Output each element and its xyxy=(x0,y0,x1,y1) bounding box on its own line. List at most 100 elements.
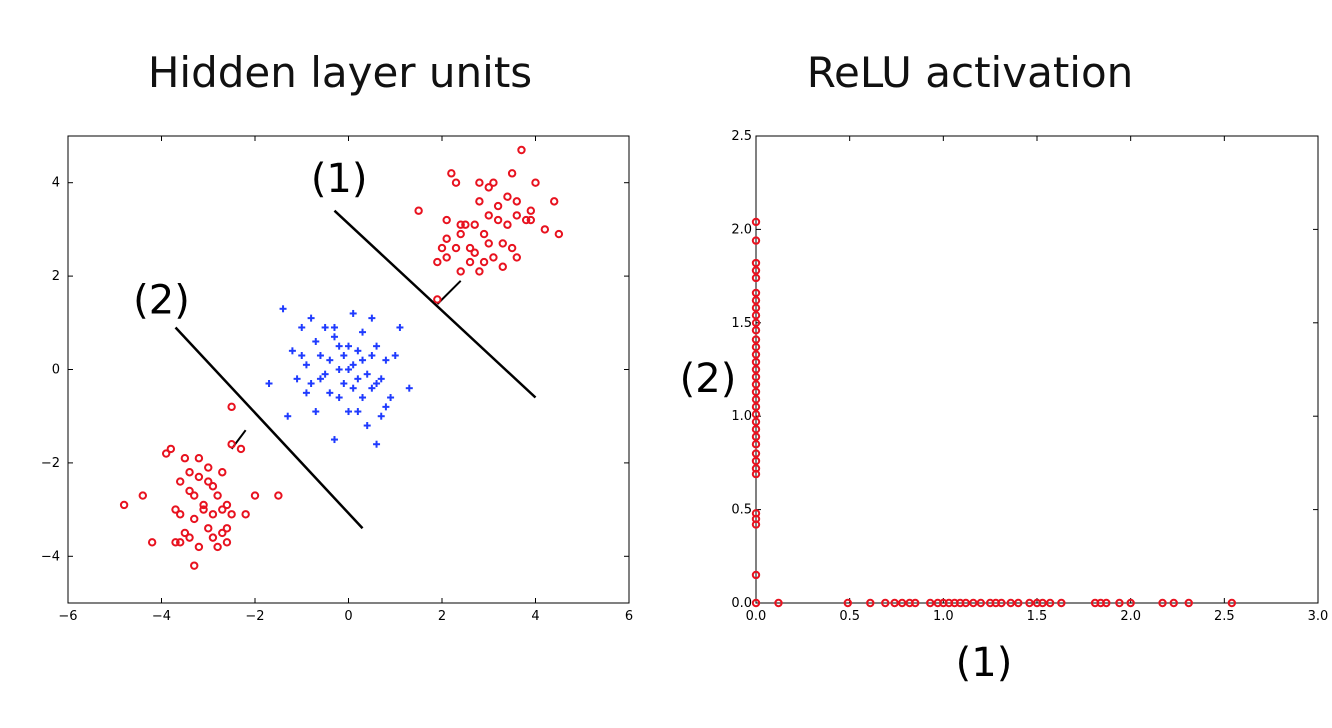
data-point xyxy=(354,375,362,383)
x-tick-label: 2.5 xyxy=(1214,609,1235,624)
data-point xyxy=(185,533,194,542)
data-point xyxy=(222,500,232,510)
data-point xyxy=(208,533,218,542)
x-tick-label: 3.0 xyxy=(1308,609,1329,624)
data-point xyxy=(969,598,978,608)
data-point xyxy=(433,295,442,304)
data-point xyxy=(265,380,273,388)
data-point xyxy=(279,305,287,313)
data-point xyxy=(316,351,324,359)
data-point xyxy=(484,239,493,248)
data-point xyxy=(751,469,761,479)
data-point xyxy=(335,394,343,402)
data-point xyxy=(373,440,381,448)
data-point xyxy=(751,402,761,412)
x-tick-label: 1.5 xyxy=(1027,609,1048,624)
y-tick-label: 0.0 xyxy=(731,596,752,611)
data-point xyxy=(171,505,180,514)
data-point xyxy=(437,243,447,253)
hidden-units-scatter-plot: −6 −4 −2 0 2 4 6 −4 −2 0 2 4 (1) (2) xyxy=(41,135,633,624)
x-tick-label: 0.5 xyxy=(839,609,860,624)
data-point xyxy=(751,395,761,404)
data-point xyxy=(1102,598,1111,608)
data-point xyxy=(166,444,176,454)
data-point xyxy=(213,542,222,552)
y-tick-label: 4 xyxy=(52,176,60,191)
data-point xyxy=(119,500,129,510)
data-point xyxy=(373,380,381,388)
data-point xyxy=(774,598,783,608)
data-point xyxy=(345,408,352,416)
left-chart-title: Hidden layer units xyxy=(147,48,533,97)
data-point xyxy=(190,491,199,500)
data-point xyxy=(751,440,761,449)
data-point xyxy=(926,598,935,608)
data-point xyxy=(554,229,564,239)
data-point xyxy=(204,524,213,533)
data-point xyxy=(227,402,236,412)
data-point xyxy=(236,444,246,454)
data-point xyxy=(330,333,338,341)
data-point xyxy=(414,206,423,215)
data-point xyxy=(354,347,362,355)
data-point xyxy=(475,178,484,187)
y-tick-label: 0 xyxy=(52,363,60,378)
data-point xyxy=(335,342,343,350)
data-point xyxy=(479,257,489,267)
data-point xyxy=(461,220,470,229)
data-point xyxy=(475,267,484,276)
x-tick-label: −4 xyxy=(152,609,171,624)
data-point xyxy=(751,266,761,275)
decision-line-label: (2) xyxy=(133,277,190,323)
x-tick-label: −2 xyxy=(245,609,264,624)
data-point xyxy=(316,375,324,383)
data-point xyxy=(751,417,761,427)
data-point xyxy=(199,505,208,514)
x-axis-label: (1) xyxy=(956,640,1013,686)
data-point xyxy=(550,197,559,206)
data-point xyxy=(751,236,761,245)
data-point xyxy=(751,311,761,320)
data-point xyxy=(359,328,367,336)
data-point xyxy=(377,412,385,420)
data-point xyxy=(218,468,227,477)
data-point xyxy=(531,178,540,187)
data-point xyxy=(751,357,761,367)
data-point xyxy=(470,248,479,257)
data-point xyxy=(507,243,517,253)
data-point xyxy=(185,468,194,477)
data-point xyxy=(326,389,334,397)
data-point xyxy=(442,253,451,262)
data-point xyxy=(1038,598,1047,608)
data-point xyxy=(442,234,451,243)
data-point xyxy=(751,570,761,580)
data-point xyxy=(751,326,761,335)
data-point xyxy=(751,217,761,227)
data-point xyxy=(751,410,761,419)
data-point xyxy=(326,356,334,364)
data-point xyxy=(465,257,475,267)
data-point xyxy=(330,323,338,331)
data-point xyxy=(976,598,985,608)
data-point xyxy=(890,598,899,608)
data-point xyxy=(349,384,357,392)
y-tick-label: 1.5 xyxy=(731,316,752,331)
data-point xyxy=(843,598,852,608)
data-point xyxy=(484,183,493,192)
data-point xyxy=(218,528,227,538)
data-point xyxy=(526,215,536,225)
data-point xyxy=(368,314,376,322)
data-point xyxy=(451,243,461,253)
decision-line xyxy=(174,326,364,530)
y-tick-label: 1.0 xyxy=(731,409,752,424)
y-tick-label: −2 xyxy=(41,456,60,471)
data-point xyxy=(298,351,306,359)
data-point xyxy=(340,351,348,359)
data-point xyxy=(456,267,465,276)
data-point xyxy=(751,273,761,283)
data-point xyxy=(751,520,761,529)
data-point xyxy=(345,366,352,373)
plot-frame xyxy=(755,135,1319,604)
data-point xyxy=(354,408,362,416)
data-point xyxy=(512,253,521,262)
